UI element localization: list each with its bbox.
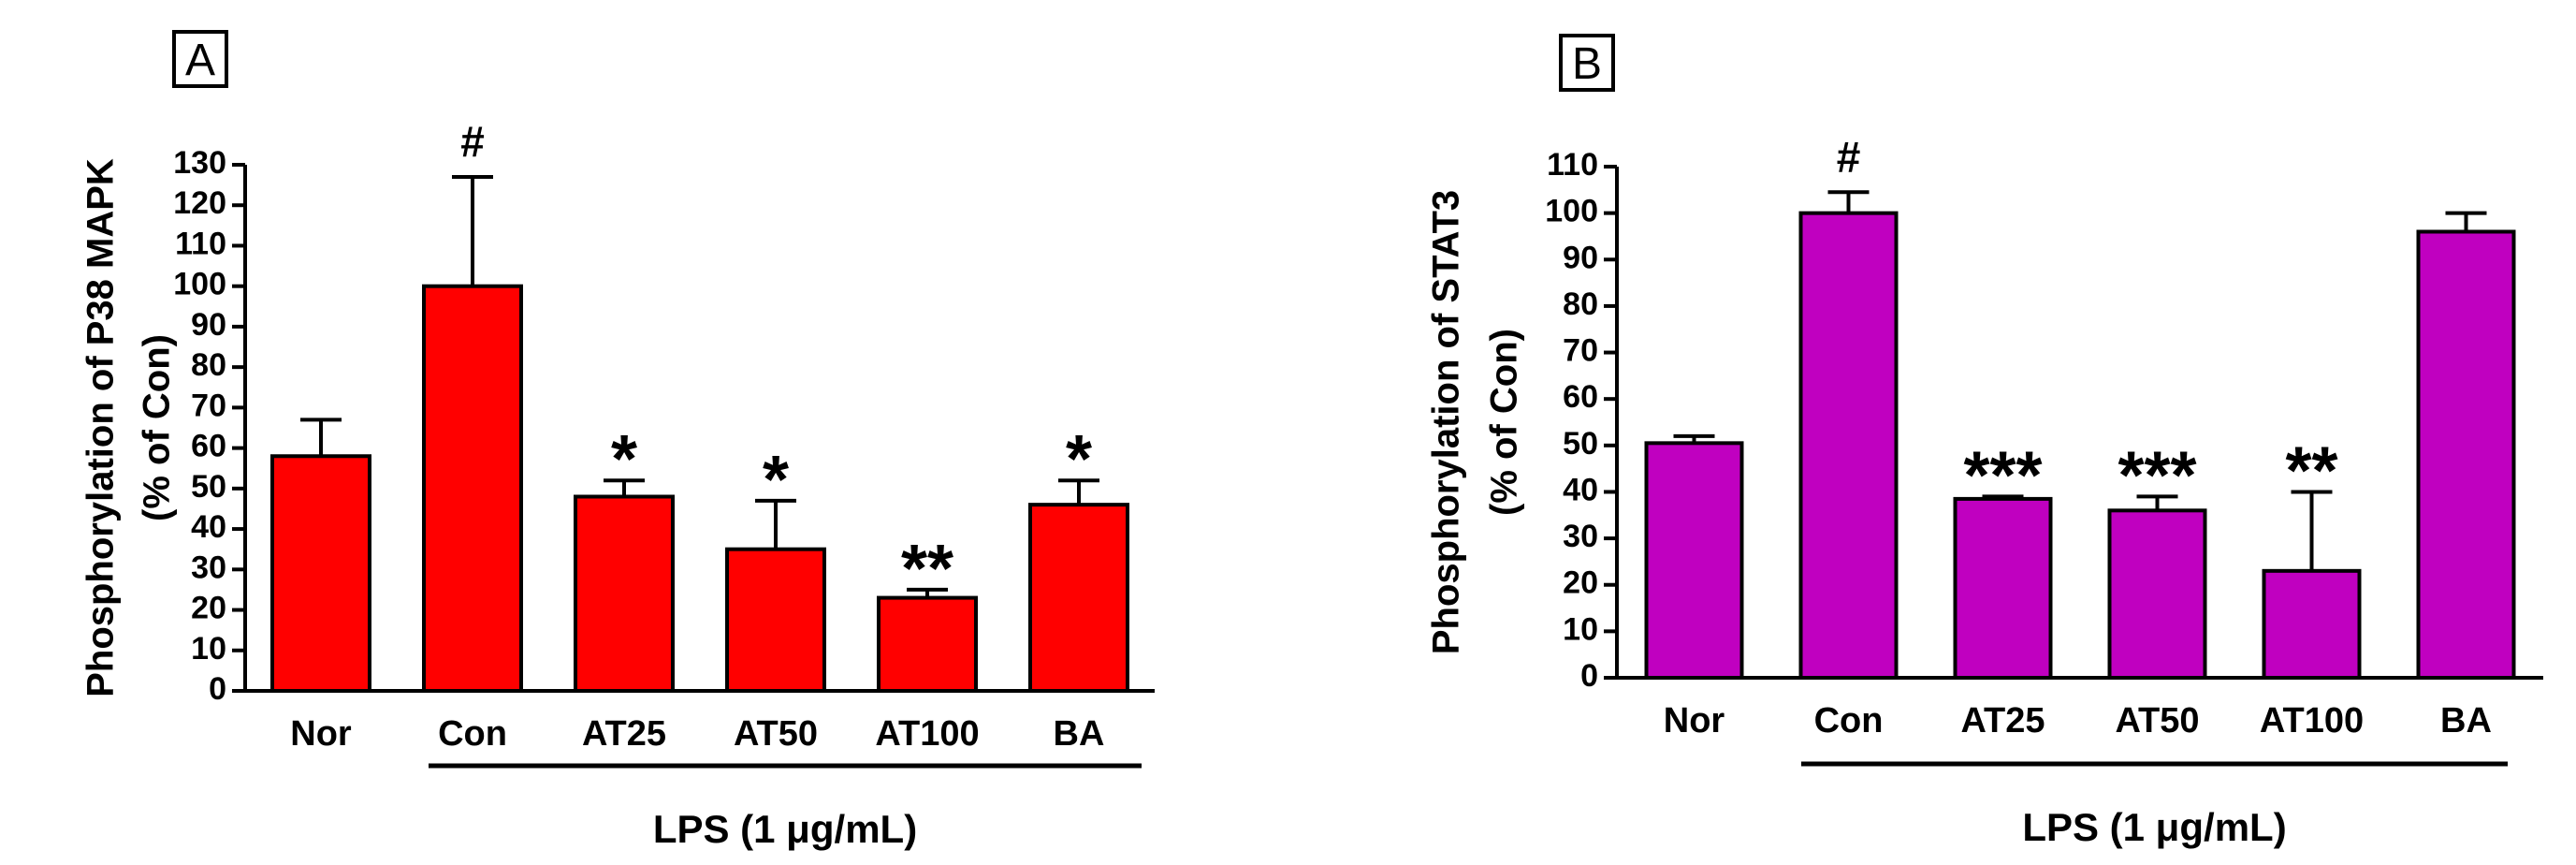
panel-a-category-label: BA [1054,714,1105,754]
panel-a-ylabel-line-1: Phosphorylation of P38 MAPK [80,158,122,697]
panel-a-significance-mark: * [611,422,637,497]
panel-b-y-tick-label: 40 [1563,472,1598,507]
panel-a-bar-at50 [725,547,826,694]
panel-b-y-tick-label: 110 [1547,147,1598,183]
panel-b-significance-mark: ** [2285,433,2337,508]
panel-a-chart: A Phosphorylation of P38 MAPK (% of Con)… [80,30,1155,851]
panel-a-y-tick-label: 100 [173,267,226,302]
panel-a-group-label: LPS (1 μg/mL) [653,807,917,851]
panel-b-bar-at100 [2262,568,2362,680]
panel-b-ylabel-line-2: (% of Con) [1484,329,1525,516]
panel-a-y-axis-label: Phosphorylation of P38 MAPK (% of Con) [80,158,178,697]
panel-b-bar-at50 [2107,508,2207,680]
panel-b-y-tick-label: 0 [1580,658,1598,694]
panel-b-bar-nor [1644,441,1744,680]
panel-b-chart: B Phosphorylation of STAT3 (% of Con) 0 1… [1426,34,2543,849]
panel-a-category-label: Nor [290,714,352,754]
panel-b-significance-mark: *** [1963,438,2042,513]
panel-b-y-tick-label: 20 [1563,565,1598,601]
panel-b-y-tick-label: 50 [1563,426,1598,462]
panel-b-y-tick-label: 30 [1563,519,1598,554]
panel-a-category-label: AT100 [875,714,979,754]
panel-a-y-tick-label: 10 [191,631,226,667]
panel-b-significance-mark: *** [2118,438,2196,513]
panel-b-category-label: BA [2440,701,2492,740]
panel-a-bar-con [422,284,523,693]
panel-b-y-tick-label: 80 [1563,286,1598,322]
panel-b-bar-ba [2416,229,2516,680]
panel-b-bar-at25 [1953,496,2053,681]
panel-a-y-tick-label: 30 [191,550,226,585]
panel-a-y-tick-label: 60 [191,429,226,464]
panel-b-category-label: AT50 [2115,701,2199,740]
panel-b-y-tick-label: 70 [1563,333,1598,369]
panel-b-label: B [1572,39,1602,89]
panel-a-significance-mark: ** [901,532,953,607]
panel-b-ylabel-line-1: Phosphorylation of STAT3 [1426,190,1467,654]
panel-a-category-label: AT25 [582,714,666,754]
panel-b-y-axis-label: Phosphorylation of STAT3 (% of Con) [1426,190,1525,654]
panel-b-group-label: LPS (1 μg/mL) [2022,805,2286,849]
panel-a-ylabel-line-2: (% of Con) [137,334,178,521]
panel-a-label-box [172,30,228,88]
panel-a-bar-nor [270,454,371,693]
panel-b-significance-mark: # [1837,132,1861,181]
panel-b-y-tick-label: 60 [1563,379,1598,415]
panel-a-label: A [185,36,215,85]
panel-b-y-tick-label: 90 [1563,240,1598,275]
panel-a-y-tick-label: 50 [191,469,226,505]
panel-b-label-box [1559,34,1615,92]
panel-b-y-tick-label: 100 [1545,194,1598,229]
panel-a-y-tick-label: 90 [191,307,226,343]
panel-a-bar-at25 [574,494,675,693]
panel-b-category-label: AT100 [2260,701,2364,740]
panel-a-significance-mark: * [1066,422,1092,497]
panel-a-y-tick-label: 70 [191,388,226,423]
panel-a-y-tick-label: 130 [173,145,226,181]
panel-b-category-label: Con [1814,701,1884,740]
panel-a-significance-mark: # [460,117,485,166]
panel-b-bar-con [1798,211,1899,681]
panel-a-y-tick-label: 40 [191,509,226,545]
panel-b-category-label: Nor [1664,701,1725,740]
panel-a-bar-at100 [877,595,978,693]
panel-a-bar-ba [1028,503,1129,694]
panel-b-y-tick-label: 10 [1563,611,1598,647]
panel-a-y-tick-label: 110 [175,226,226,261]
panel-a-y-tick-label: 80 [191,347,226,383]
panel-a-category-label: Con [438,714,507,754]
panel-a-y-tick-label: 120 [173,185,226,221]
panel-a-category-label: AT50 [734,714,818,754]
panel-a-y-tick-label: 0 [209,671,226,707]
panel-a-y-tick-label: 20 [191,591,226,626]
panel-a-significance-mark: * [763,443,789,518]
panel-b-category-label: AT25 [1960,701,2045,740]
